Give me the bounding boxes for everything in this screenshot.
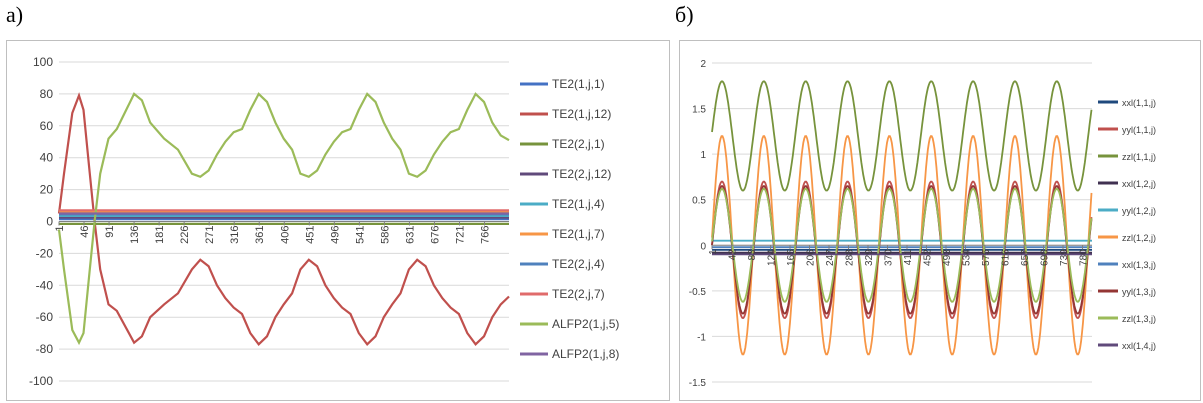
chart-b-legend-label: yyl(1,1,j) xyxy=(1122,125,1156,135)
chart-b-ytick-label: 2 xyxy=(700,59,706,70)
chart-a-xtick-label: 406 xyxy=(279,226,291,244)
chart-a-xtick-label: 541 xyxy=(354,226,366,244)
chart-b-xtick-label: 534 xyxy=(961,249,972,266)
chart-a-xtick-label: 721 xyxy=(454,226,466,244)
chart-a-ytick-label: 0 xyxy=(46,215,53,229)
chart-b-xtick-label: 370 xyxy=(883,249,894,266)
panel-label-b: б) xyxy=(675,2,694,27)
chart-a-xtick-label: 271 xyxy=(204,226,216,244)
chart-a-ytick-label: 100 xyxy=(33,55,53,69)
chart-a-xtick-label: 496 xyxy=(329,226,341,244)
chart-a-xtick-label: 316 xyxy=(229,226,241,244)
chart-a-xtick-label: 451 xyxy=(304,226,316,244)
chart-b-ytick-label: 0.5 xyxy=(692,196,706,207)
chart-b-legend-label: zzl(1,1,j) xyxy=(1122,152,1156,162)
chart-a-xtick-label: 91 xyxy=(104,226,116,238)
chart-a-svg: -100 -80 -60 -40 -20 0 20 40 60 80 100 1 46 91 136 181 2… xyxy=(29,55,619,388)
chart-a-ytick-label: -100 xyxy=(29,374,53,388)
chart-a-ytick-label: -60 xyxy=(36,310,54,324)
chart-a-legend-label: TE2(2,j,4) xyxy=(552,257,605,271)
chart-b: -1.5 -1 -0.5 0 0.5 1 1.5 2 1 42 83 124 165 206 247 288 3… xyxy=(679,40,1201,401)
chart-b-xtick-label: 124 xyxy=(766,249,777,266)
chart-b-xtick-label: 288 xyxy=(844,249,855,266)
chart-b-svg: -1.5 -1 -0.5 0 0.5 1 1.5 2 1 42 83 124 165 206 247 288 3… xyxy=(689,59,1156,389)
chart-b-ytick-label: -0.5 xyxy=(689,287,707,298)
chart-b-ytick-label: -1.5 xyxy=(689,378,707,389)
chart-b-legend-label: xxl(1,2,j) xyxy=(1122,179,1156,189)
chart-b-xtick-label: 329 xyxy=(864,249,875,266)
panel-label-a: а) xyxy=(6,2,24,27)
chart-a-xtick-label: 586 xyxy=(379,226,391,244)
chart-a-xtick-label: 1 xyxy=(54,226,66,232)
chart-a-ytick-label: 80 xyxy=(40,87,54,101)
chart-a-legend-label: TE2(1,j,7) xyxy=(552,227,605,241)
chart-a-ytick-label: -20 xyxy=(36,246,54,260)
chart-a-legend-label: TE2(1,j,1) xyxy=(552,77,605,91)
chart-b-xtick-label: 42 xyxy=(727,249,738,261)
chart-a-legend-label: TE2(2,j,12) xyxy=(552,167,611,181)
chart-b-xtick-label: 247 xyxy=(825,249,836,266)
chart-b-xtick-label: 739 xyxy=(1059,249,1070,266)
chart-a-ytick-label: -40 xyxy=(36,278,54,292)
chart-b-series-line-9 xyxy=(711,187,1093,303)
chart-b-xtick-label: 1 xyxy=(708,249,719,255)
chart-a-ytick-label: 40 xyxy=(40,151,54,165)
chart-b-ytick-label: 1.5 xyxy=(692,105,706,116)
chart-b-ytick-label: 1 xyxy=(700,150,706,161)
chart-b-xtick-label: 452 xyxy=(922,249,933,266)
chart-a-ytick-label: 20 xyxy=(40,183,54,197)
chart-b-ytick-label: -1 xyxy=(697,332,706,343)
chart-b-xtick-label: 575 xyxy=(981,249,992,266)
chart-a-legend-label: ALFP2(1,j,5) xyxy=(552,317,619,331)
chart-a-xtick-label: 766 xyxy=(480,226,492,244)
chart-b-legend-label: zzl(1,2,j) xyxy=(1122,233,1156,243)
chart-b-xtick-label: 616 xyxy=(1000,249,1011,266)
chart-b-legend-label: xxl(1,1,j) xyxy=(1122,98,1156,108)
chart-b-legend-label: zzl(1,3,j) xyxy=(1122,314,1156,324)
chart-a-xtick-label: 676 xyxy=(429,226,441,244)
chart-b-legend-label: xxl(1,4,j) xyxy=(1122,341,1156,351)
chart-b-series-line-3 xyxy=(711,80,1093,192)
chart-b-xtick-label: 411 xyxy=(903,249,914,265)
chart-a-legend-label: TE2(2,j,7) xyxy=(552,287,605,301)
chart-a-xtick-label: 226 xyxy=(179,226,191,244)
chart-b-legend-label: yyl(1,3,j) xyxy=(1122,287,1156,297)
chart-a-series-line-2 xyxy=(57,92,510,346)
chart-b-xtick-label: 780 xyxy=(1078,249,1089,266)
chart-a-xtick-label: 181 xyxy=(154,226,166,244)
chart-a-ytick-label: 60 xyxy=(40,119,54,133)
chart-a-legend-label: TE2(2,j,1) xyxy=(552,137,605,151)
chart-b-xtick-label: 657 xyxy=(1020,249,1031,266)
chart-b-xtick-label: 165 xyxy=(786,249,797,266)
chart-b-legend-label: yyl(1,2,j) xyxy=(1122,206,1156,216)
chart-a-xtick-label: 136 xyxy=(129,226,141,244)
chart-a-ytick-label: -80 xyxy=(36,342,54,356)
chart-a-xtick-label: 46 xyxy=(79,226,91,238)
chart-a-xtick-label: 631 xyxy=(404,226,416,244)
chart-b-legend-label: xxl(1,3,j) xyxy=(1122,260,1156,270)
chart-a: -100 -80 -60 -40 -20 0 20 40 60 80 100 1 46 91 136 181 2… xyxy=(6,40,670,401)
chart-a-series-line-9 xyxy=(57,92,510,346)
chart-b-xtick-label: 206 xyxy=(805,249,816,266)
chart-a-xtick-label: 361 xyxy=(254,226,266,244)
chart-b-xtick-label: 493 xyxy=(942,249,953,266)
chart-b-xtick-label: 698 xyxy=(1039,249,1050,266)
chart-a-legend-label: TE2(1,j,12) xyxy=(552,107,611,121)
chart-a-legend-label: TE2(1,j,4) xyxy=(552,197,605,211)
chart-a-legend-label: ALFP2(1,j,8) xyxy=(552,347,619,361)
chart-b-ytick-label: 0 xyxy=(700,241,706,252)
chart-b-xtick-label: 83 xyxy=(747,249,758,261)
